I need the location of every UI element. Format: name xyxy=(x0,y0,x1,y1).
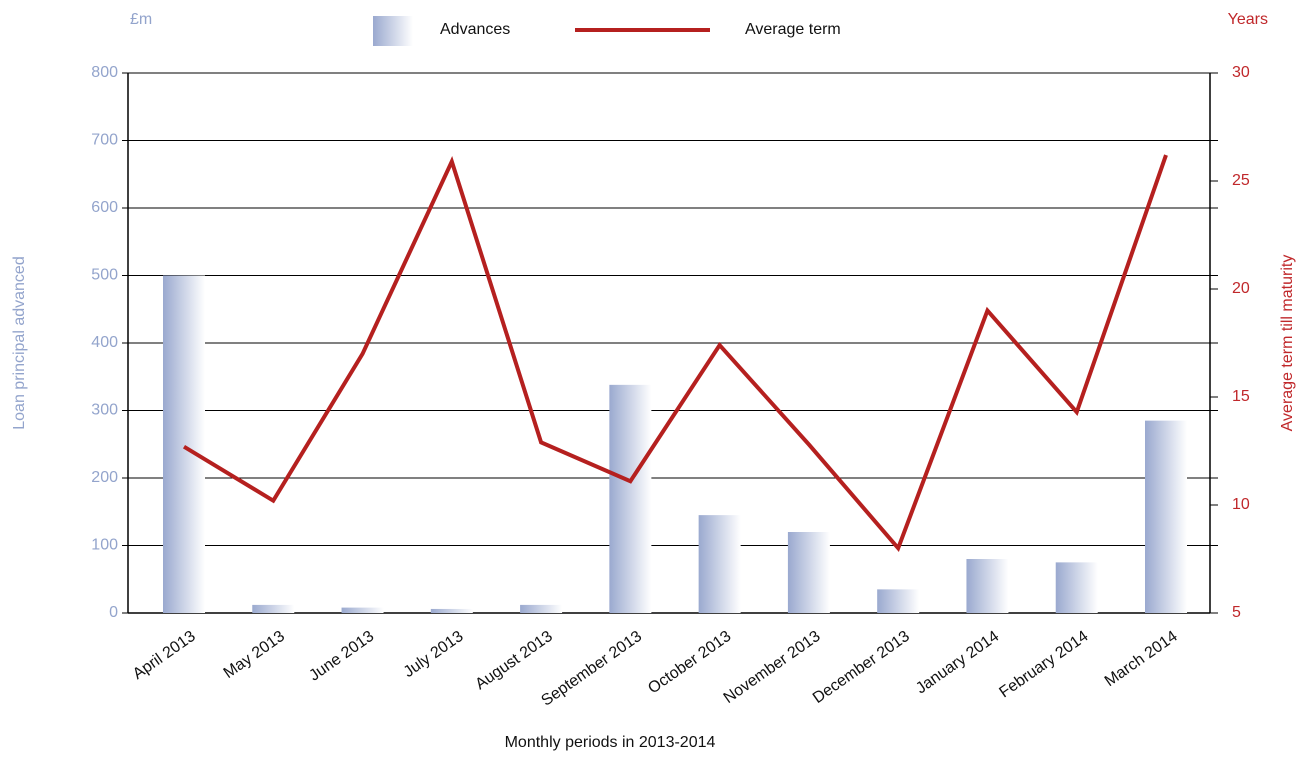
bar xyxy=(1145,420,1187,613)
x-tick-label: July 2013 xyxy=(401,628,467,681)
y-tick-label: 300 xyxy=(91,402,118,419)
y-tick-label: 0 xyxy=(109,604,118,621)
y2-tick-label: 25 xyxy=(1232,172,1250,189)
bar xyxy=(609,384,652,613)
bar xyxy=(698,515,741,613)
x-tick-label: October 2013 xyxy=(645,628,734,698)
x-axis-title: Monthly periods in 2013-2014 xyxy=(505,734,716,751)
bar xyxy=(341,607,384,613)
y2-tick-label: 20 xyxy=(1232,280,1250,297)
y-axis-title: Loan principal advanced xyxy=(11,256,28,429)
y2-tick-label: 15 xyxy=(1232,388,1250,405)
y2-axis-title: Average term till maturity xyxy=(1279,255,1296,432)
y-tick-label: 800 xyxy=(91,64,118,81)
x-tick-label: March 2014 xyxy=(1102,628,1181,690)
y2-unit: Years xyxy=(1228,11,1268,28)
x-tick-label: May 2013 xyxy=(221,628,288,682)
legend-label: Average term xyxy=(745,21,841,38)
y-tick-label: 200 xyxy=(91,469,118,486)
x-tick-label: June 2013 xyxy=(306,628,377,685)
bar xyxy=(1055,562,1098,613)
y2-tick-label: 10 xyxy=(1232,496,1250,513)
x-tick-label: November 2013 xyxy=(721,628,824,707)
x-tick-label: April 2013 xyxy=(130,628,199,683)
legend-swatch xyxy=(373,16,413,46)
legend-label: Advances xyxy=(440,21,510,38)
x-tick-label: December 2013 xyxy=(810,628,913,707)
y2-tick-label: 30 xyxy=(1232,64,1250,81)
y-tick-label: 600 xyxy=(91,199,118,216)
y-unit: £m xyxy=(130,11,152,28)
bar xyxy=(966,559,1009,613)
bar xyxy=(787,532,830,613)
bar xyxy=(520,604,563,613)
x-tick-label: August 2013 xyxy=(472,628,555,694)
bar xyxy=(430,608,473,613)
y-tick-label: 400 xyxy=(91,334,118,351)
y-tick-label: 700 xyxy=(91,132,118,149)
y-tick-label: 500 xyxy=(91,267,118,284)
bar xyxy=(877,589,920,613)
bar xyxy=(252,604,295,613)
x-tick-label: February 2014 xyxy=(996,628,1091,702)
y2-tick-label: 5 xyxy=(1232,604,1241,621)
y-tick-label: 100 xyxy=(91,537,118,554)
line xyxy=(182,154,1168,553)
x-tick-label: January 2014 xyxy=(913,628,1002,698)
bar xyxy=(163,275,205,613)
